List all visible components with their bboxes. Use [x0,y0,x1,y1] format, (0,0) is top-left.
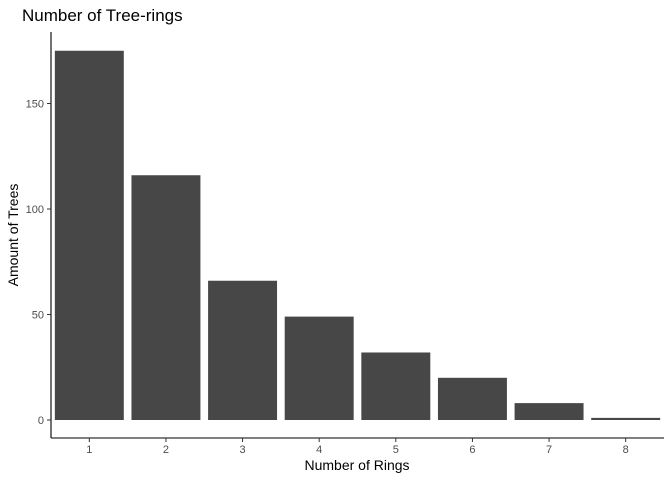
y-axis-label: Amount of Trees [5,184,21,287]
x-tick-label: 5 [393,444,399,456]
x-tick-label: 1 [86,444,92,456]
y-tick-label: 100 [26,204,44,216]
x-tick-label: 2 [163,444,169,456]
x-tick-label: 3 [240,444,246,456]
x-axis-ticks: 1 2 3 4 5 6 7 8 [86,438,629,456]
x-tick-label: 6 [469,444,475,456]
bar-4 [284,316,354,420]
bar-5 [361,352,431,420]
bar-7 [514,403,584,420]
x-tick-label: 4 [316,444,322,456]
x-tick-label: 8 [623,444,629,456]
y-tick-label: 0 [38,415,44,427]
bars-group [54,50,661,420]
bar-8 [591,417,661,420]
y-tick-label: 50 [32,310,44,322]
y-axis-ticks: 0 50 100 150 [26,99,51,427]
bar-6 [437,377,507,420]
bar-2 [131,175,201,420]
bar-1 [54,50,124,420]
chart-title: Number of Tree-rings [22,6,183,25]
bar-3 [208,280,278,420]
x-tick-label: 7 [546,444,552,456]
y-tick-label: 150 [26,99,44,111]
x-axis-label: Number of Rings [304,457,409,473]
